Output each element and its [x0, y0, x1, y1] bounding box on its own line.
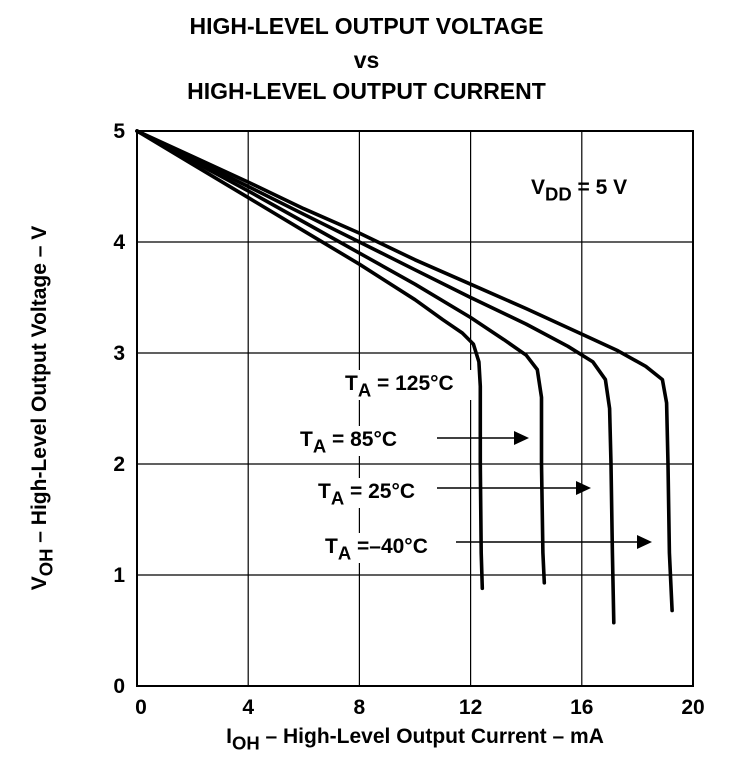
x-tick-label: 8	[354, 696, 366, 719]
series-label-2: TA = 25°C	[318, 480, 415, 509]
vdd-annotation-sub: DD	[545, 184, 572, 205]
y-axis-label-rest: – High-Level Output Voltage – V	[28, 226, 51, 549]
y-axis-label-sub: OH	[36, 549, 57, 577]
y-tick-label: 4	[113, 231, 125, 254]
series-label-1-sub: A	[313, 436, 326, 457]
y-axis-label: VOH – High-Level Output Voltage – V	[28, 226, 57, 591]
vdd-annotation-rest: = 5 V	[572, 176, 627, 199]
series-label-bg-3	[321, 533, 453, 563]
series-label-0-rest: = 125°C	[371, 372, 454, 395]
series-label-3-sub: A	[338, 543, 351, 564]
series-label-0: TA = 125°C	[345, 372, 454, 401]
x-tick-label: 16	[570, 696, 593, 719]
vdd-annotation-main: V	[531, 176, 545, 199]
series-label-2-rest: = 25°C	[344, 480, 415, 503]
chart-title-line-2: vs	[353, 47, 380, 73]
series-label-2-sub: A	[331, 488, 344, 509]
x-tick-label: 4	[242, 696, 254, 719]
y-tick-label: 2	[113, 453, 125, 476]
y-tick-label: 0	[113, 675, 125, 698]
plot-frame	[136, 130, 694, 687]
series-line-2	[135, 129, 616, 625]
series-label-bg-1	[296, 426, 428, 456]
y-axis-label-main: V	[28, 576, 51, 590]
y-tick-label: 5	[113, 120, 125, 143]
series-line-0	[135, 129, 485, 591]
series-label-bg-0	[341, 370, 473, 400]
x-axis-label: IOH – High-Level Output Current – mA	[226, 725, 604, 754]
x-axis-label-sub: OH	[232, 733, 260, 754]
series-arrow-head-3	[637, 535, 652, 549]
x-tick-label: 20	[681, 696, 704, 719]
series-line-1	[135, 129, 547, 585]
series-label-3-main: T	[325, 535, 338, 558]
series-label-2-main: T	[318, 480, 331, 503]
series-arrow-head-1	[514, 431, 529, 445]
x-axis-label-main: I	[226, 725, 232, 748]
series-label-1-main: T	[300, 428, 313, 451]
vdd-annotation: VDD = 5 V	[531, 176, 627, 205]
series-arrow-head-2	[576, 481, 591, 495]
chart-title-line-3: HIGH-LEVEL OUTPUT CURRENT	[187, 78, 546, 104]
series-label-1-rest: = 85°C	[326, 428, 397, 451]
series-line-3	[135, 129, 674, 613]
series-label-3: TA =–40°C	[325, 535, 428, 564]
series-label-3-rest: =–40°C	[351, 535, 428, 558]
x-tick-label: 0	[135, 696, 147, 719]
series-label-1: TA = 85°C	[300, 428, 397, 457]
series-label-0-main: T	[345, 372, 358, 395]
chart-title-line-1: HIGH-LEVEL OUTPUT VOLTAGE	[189, 13, 544, 39]
x-tick-label: 12	[459, 696, 482, 719]
y-tick-label: 1	[113, 564, 125, 587]
x-axis-label-rest: – High-Level Output Current – mA	[260, 725, 604, 748]
series-label-bg-2	[314, 478, 446, 508]
y-tick-label: 3	[113, 342, 125, 365]
series-label-0-sub: A	[358, 380, 371, 401]
